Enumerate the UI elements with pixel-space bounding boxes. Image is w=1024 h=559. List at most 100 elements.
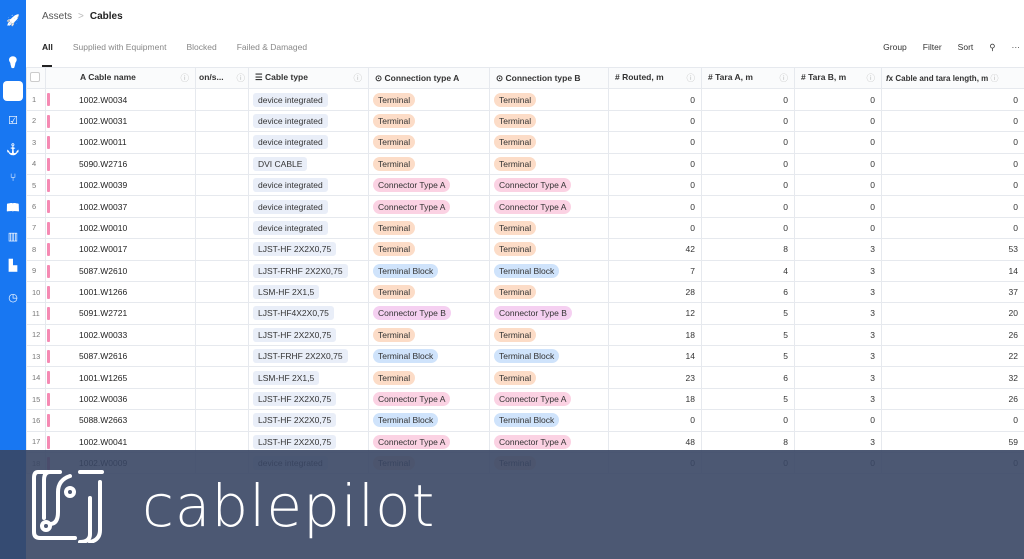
table-row[interactable]: 4 5090.W2716 DVI CABLE Terminal Terminal… [26,152,1024,175]
routed-cell[interactable]: 18 [608,387,702,411]
partial-cell[interactable] [195,173,249,197]
cable-name-cell[interactable]: 5091.W2721 [45,302,196,325]
tara-b-cell[interactable]: 0 [794,88,882,111]
rocket-icon[interactable]: 🚀 [6,14,20,27]
col-conn-b[interactable]: ⊙ Connection type B [489,66,609,90]
cable-name-cell[interactable]: 1002.W0017 [45,238,196,261]
tara-b-cell[interactable]: 0 [794,409,882,432]
table-row[interactable]: 6 1002.W0037 device integrated Connector… [26,195,1024,218]
partial-cell[interactable] [195,345,249,368]
table-row[interactable]: 14 1001.W1265 LSM-HF 2X1,5 Terminal Term… [26,366,1024,389]
group-button[interactable]: Group [883,42,907,52]
tara-a-cell[interactable]: 5 [701,302,795,325]
conn-b-cell[interactable]: Terminal Block [489,345,609,368]
partial-cell[interactable] [195,323,249,347]
routed-cell[interactable]: 18 [608,323,702,347]
cable-name-cell[interactable]: 1002.W0039 [45,173,196,197]
tara-a-cell[interactable]: 0 [701,88,795,111]
tara-a-cell[interactable]: 6 [701,366,795,389]
conn-a-cell[interactable]: Connector Type B [368,302,490,325]
col-cable-type[interactable]: ☰ Cable type ⓘ [248,66,369,90]
tara-b-cell[interactable]: 3 [794,387,882,411]
tara-a-cell[interactable]: 0 [701,152,795,175]
conn-b-cell[interactable]: Terminal Block [489,259,609,282]
col-routed[interactable]: # Routed, m ⓘ [608,66,702,90]
conn-b-cell[interactable]: Connector Type A [489,387,609,411]
tara-a-cell[interactable]: 6 [701,280,795,304]
routed-cell[interactable]: 0 [608,131,702,154]
partial-cell[interactable] [195,216,249,240]
partial-cell[interactable] [195,238,249,261]
partial-cell[interactable] [195,387,249,411]
cable-name-cell[interactable]: 1001.W1266 [45,280,196,304]
table-row[interactable]: 7 1002.W0010 device integrated Terminal … [26,216,1024,240]
breadcrumb-assets[interactable]: Assets [42,11,73,22]
partial-cell[interactable] [195,109,249,133]
conn-a-cell[interactable]: Terminal [368,88,490,111]
conn-a-cell[interactable]: Terminal [368,280,490,304]
cable-name-cell[interactable]: 5088.W2663 [45,409,196,432]
cable-type-cell[interactable]: device integrated [248,173,369,197]
conn-b-cell[interactable]: Terminal Block [489,409,609,432]
partial-cell[interactable] [195,302,249,325]
table-row[interactable]: 5 1002.W0039 device integrated Connector… [26,173,1024,197]
tara-a-cell[interactable]: 5 [701,345,795,368]
cable-type-cell[interactable]: device integrated [248,195,369,218]
partial-cell[interactable] [195,88,249,111]
conn-a-cell[interactable]: Terminal [368,366,490,389]
clock-icon[interactable]: ◷ [8,291,18,304]
barcode-icon[interactable]: ▥ [7,230,19,243]
tara-b-cell[interactable]: 3 [794,345,882,368]
tara-a-cell[interactable]: 5 [701,387,795,411]
partial-cell[interactable] [195,131,249,154]
conn-a-cell[interactable]: Terminal [368,109,490,133]
cable-type-cell[interactable]: LJST-FRHF 2X2X0,75 [248,259,369,282]
conn-b-cell[interactable]: Terminal [489,131,609,154]
col-total[interactable]: fx Cable and tara length, m ⓘ [881,66,1024,90]
routed-cell[interactable]: 0 [608,88,702,111]
tara-a-cell[interactable]: 0 [701,131,795,154]
conn-a-cell[interactable]: Terminal [368,152,490,175]
routed-cell[interactable]: 0 [608,109,702,133]
tara-a-cell[interactable]: 0 [701,109,795,133]
sitemap-icon[interactable]: ⛬ [3,81,23,101]
cable-type-cell[interactable]: LSM-HF 2X1,5 [248,280,369,304]
cable-type-cell[interactable]: LJST-FRHF 2X2X0,75 [248,345,369,368]
conn-b-cell[interactable]: Terminal [489,238,609,261]
cable-name-cell[interactable]: 5087.W2616 [45,345,196,368]
conn-a-cell[interactable]: Connector Type A [368,387,490,411]
cable-name-cell[interactable]: 1002.W0037 [45,195,196,218]
partial-cell[interactable] [195,152,249,175]
filter-button[interactable]: Filter [922,42,942,52]
cable-type-cell[interactable]: device integrated [248,109,369,133]
table-row[interactable]: 13 5087.W2616 LJST-FRHF 2X2X0,75 Termina… [26,345,1024,368]
table-row[interactable]: 16 5088.W2663 LJST-HF 2X2X0,75 Terminal … [26,409,1024,432]
conn-b-cell[interactable]: Terminal [489,366,609,389]
cable-name-cell[interactable]: 1002.W0033 [45,323,196,347]
tab-failed[interactable]: Failed & Damaged [236,42,308,52]
sort-button[interactable]: Sort [957,42,974,52]
tara-a-cell[interactable]: 0 [701,173,795,197]
table-row[interactable]: 15 1002.W0036 LJST-HF 2X2X0,75 Connector… [26,387,1024,411]
book-icon[interactable]: 📖 [6,201,20,214]
checkbox-icon[interactable]: ☑ [8,114,18,127]
routed-cell[interactable]: 12 [608,302,702,325]
conn-a-cell[interactable]: Terminal [368,238,490,261]
conn-b-cell[interactable]: Connector Type B [489,302,609,325]
routed-cell[interactable]: 0 [608,173,702,197]
cable-type-cell[interactable]: DVI CABLE [248,152,369,175]
routed-cell[interactable]: 23 [608,366,702,389]
table-row[interactable]: 3 1002.W0011 device integrated Terminal … [26,131,1024,154]
cable-name-cell[interactable]: 1002.W0010 [45,216,196,240]
cable-name-cell[interactable]: 1002.W0031 [45,109,196,133]
conn-a-cell[interactable]: Terminal [368,216,490,240]
conn-a-cell[interactable]: Terminal Block [368,345,490,368]
conn-a-cell[interactable]: Connector Type A [368,173,490,197]
table-row[interactable]: 11 5091.W2721 LJST-HF4X2X0,75 Connector … [26,302,1024,325]
routed-cell[interactable]: 7 [608,259,702,282]
tara-a-cell[interactable]: 5 [701,323,795,347]
cable-name-cell[interactable]: 5090.W2716 [45,152,196,175]
table-row[interactable]: 10 1001.W1266 LSM-HF 2X1,5 Terminal Term… [26,280,1024,304]
table-row[interactable]: 8 1002.W0017 LJST-HF 2X2X0,75 Terminal T… [26,238,1024,261]
tara-a-cell[interactable]: 4 [701,259,795,282]
